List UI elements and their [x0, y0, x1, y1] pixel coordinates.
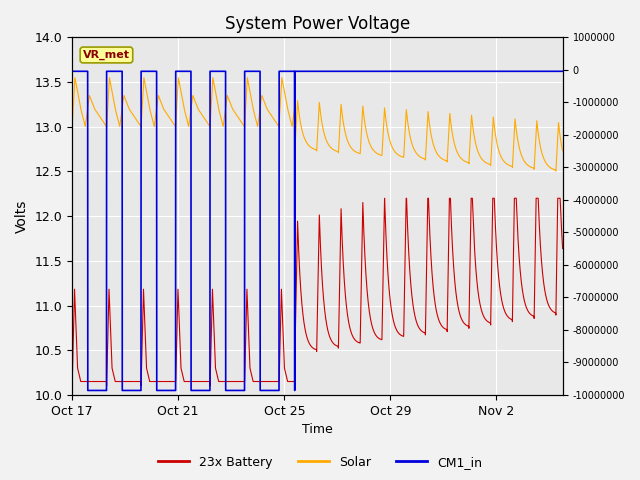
Y-axis label: Volts: Volts	[15, 200, 29, 233]
Legend: 23x Battery, Solar, CM1_in: 23x Battery, Solar, CM1_in	[153, 451, 487, 474]
Text: VR_met: VR_met	[83, 50, 130, 60]
X-axis label: Time: Time	[302, 423, 333, 436]
Title: System Power Voltage: System Power Voltage	[225, 15, 410, 33]
